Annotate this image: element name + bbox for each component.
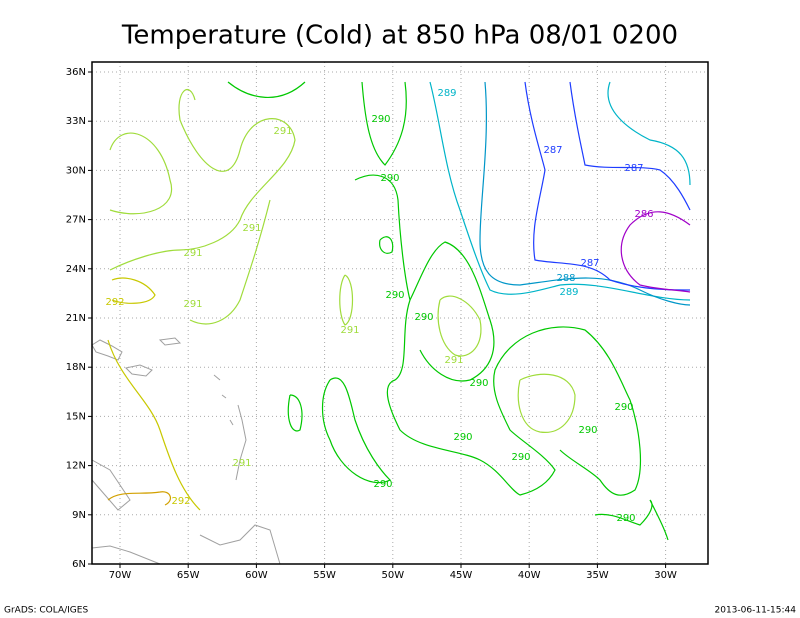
contour-labels: 289 290 291 287 290 287 286 291 291 287 288 289 292 2… — [105, 88, 653, 524]
lon-label: 50W — [381, 570, 404, 581]
contour-label: 287 — [543, 145, 562, 156]
contours — [107, 81, 691, 541]
contour-label: 290 — [511, 452, 530, 463]
lat-label: 27N — [66, 215, 86, 226]
contour-label: 290 — [614, 402, 633, 413]
coastlines — [91, 337, 281, 565]
lat-label: 24N — [66, 264, 86, 275]
lat-label: 15N — [66, 411, 86, 422]
lat-label: 9N — [72, 510, 86, 521]
contour-label: 290 — [385, 290, 404, 301]
lat-label: 18N — [66, 362, 86, 373]
lon-label: 35W — [586, 570, 609, 581]
lat-label: 21N — [66, 313, 86, 324]
contour-label: 290 — [371, 114, 390, 125]
contour-label: 291 — [183, 299, 202, 310]
contour-label: 289 — [437, 88, 456, 99]
contour-label: 286 — [634, 209, 653, 220]
contour-label: 291 — [444, 355, 463, 366]
lat-label: 6N — [72, 559, 86, 570]
lat-label: 33N — [66, 116, 86, 127]
contour-label: 289 — [559, 287, 578, 298]
contour-label: 291 — [232, 458, 251, 469]
lon-label: 55W — [313, 570, 336, 581]
contour-label: 290 — [469, 378, 488, 389]
contour-label: 288 — [556, 273, 575, 284]
footer-right: 2013-06-11-15:44 — [715, 606, 797, 616]
lon-label: 45W — [450, 570, 473, 581]
contour-label: 290 — [373, 479, 392, 490]
title: Temperature (Cold) at 850 hPa 08/01 0200 — [121, 21, 678, 51]
contour-label: 287 — [580, 258, 599, 269]
lat-label: 30N — [66, 165, 86, 176]
contour-label: 292 — [105, 297, 124, 308]
contour-label: 291 — [340, 325, 359, 336]
contour-label: 291 — [273, 126, 292, 137]
frame — [91, 61, 709, 565]
grid: 36N 33N 30N 27N 24N 21N 18N 15N 12N 9N 6N 70W 65W 60W… — [66, 62, 708, 581]
contour-label: 292 — [171, 496, 190, 507]
lat-label: 36N — [66, 67, 86, 78]
lat-label: 12N — [66, 461, 86, 472]
contour-label: 290 — [414, 312, 433, 323]
lon-label: 60W — [245, 570, 268, 581]
lon-label: 70W — [109, 570, 132, 581]
lon-label: 40W — [518, 570, 541, 581]
contour-label: 287 — [624, 163, 643, 174]
footer-left: GrADS: COLA/IGES — [4, 606, 88, 616]
contour-label: 290 — [453, 432, 472, 443]
contour-label: 291 — [242, 223, 261, 234]
contour-label: 290 — [578, 425, 597, 436]
contour-label: 290 — [616, 513, 635, 524]
contour-label: 290 — [380, 173, 399, 184]
lon-label: 65W — [177, 570, 200, 581]
contour-label: 291 — [183, 248, 202, 259]
lon-label: 30W — [654, 570, 677, 581]
